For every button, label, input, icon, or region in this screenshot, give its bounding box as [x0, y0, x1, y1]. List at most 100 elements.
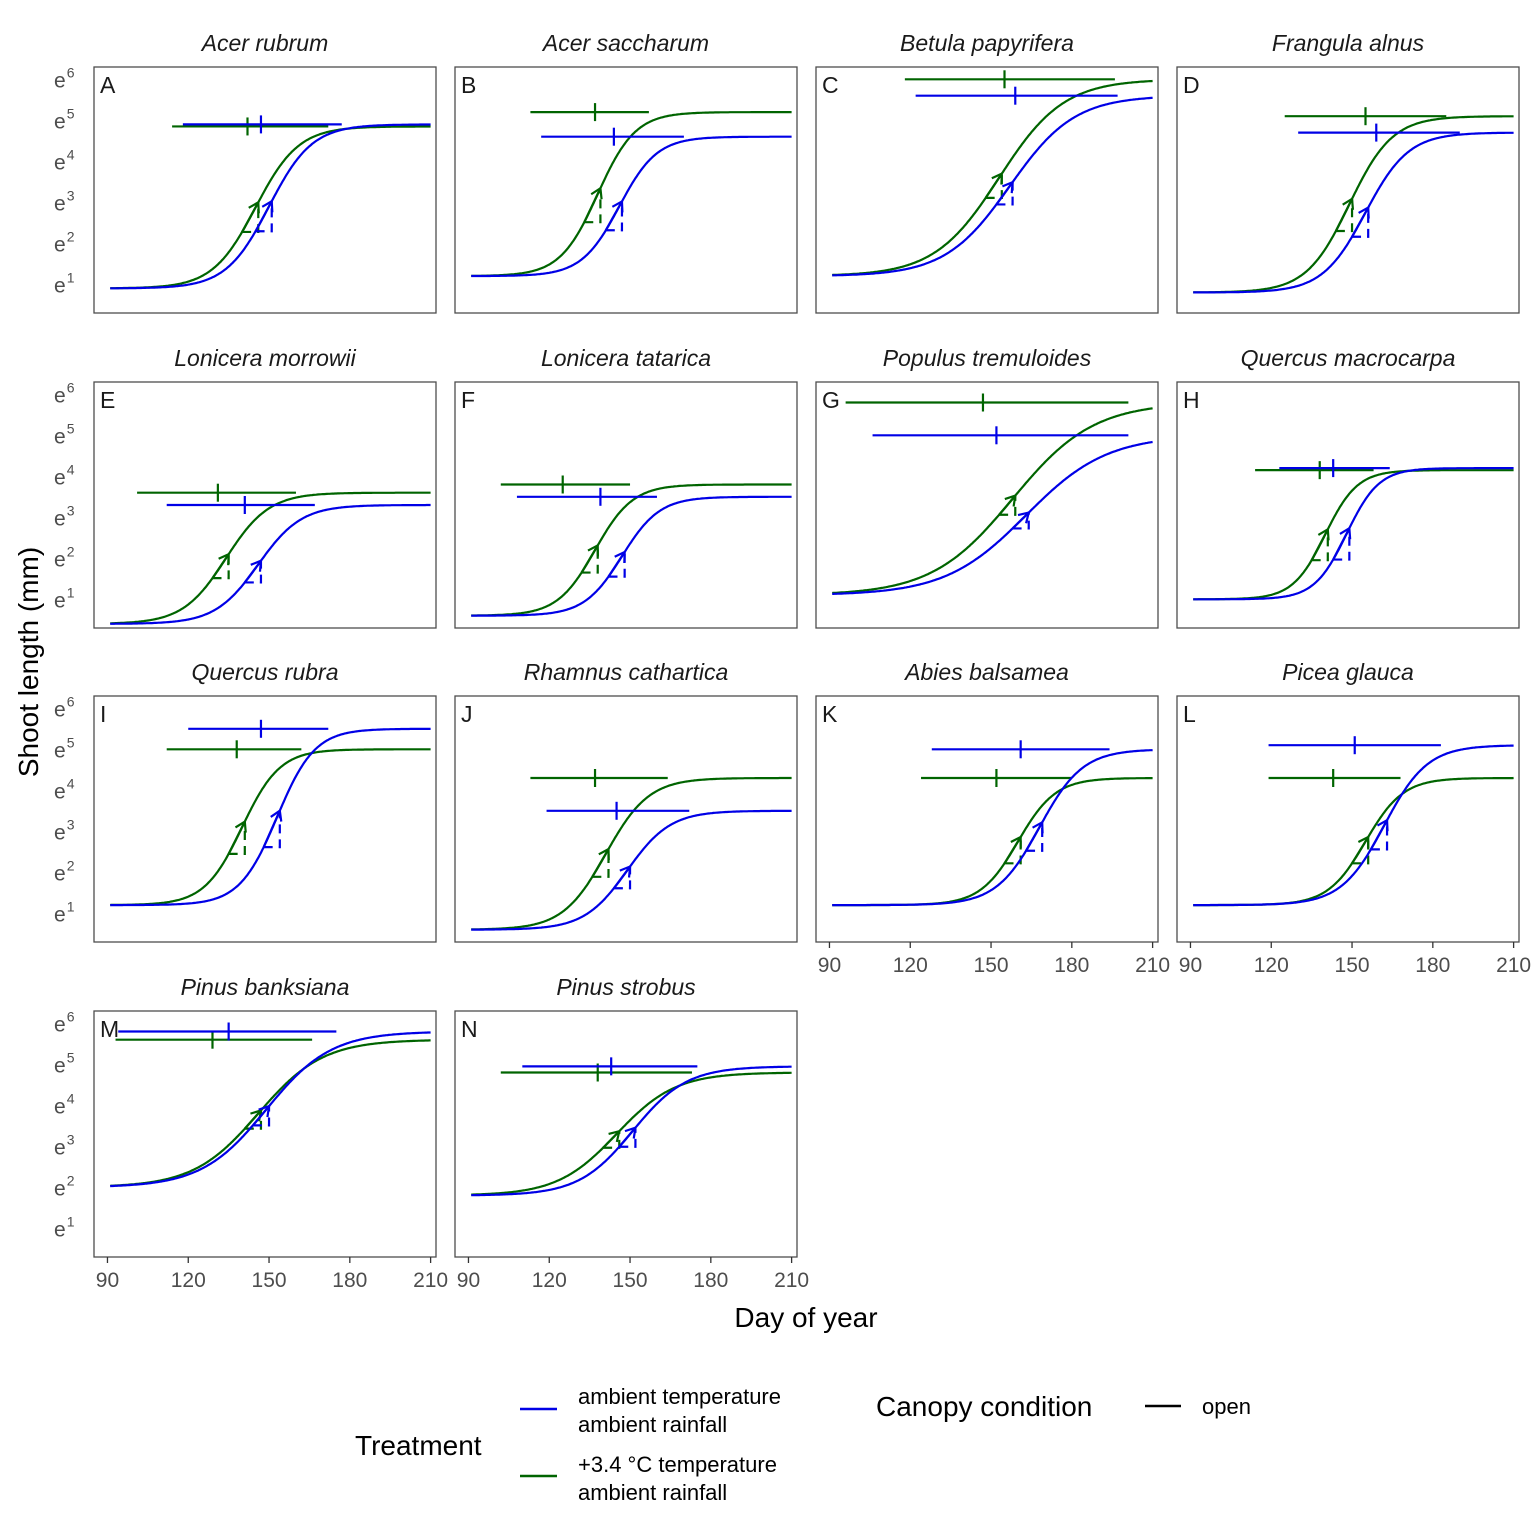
y-tick-label-m-2: e2 — [54, 1172, 75, 1200]
rate-triangle-warmed-b — [584, 188, 602, 224]
panel-letter-c: C — [822, 72, 839, 98]
panel-title-d: Frangula alnus — [1272, 30, 1425, 56]
panel-letter-l: L — [1183, 701, 1196, 727]
y-tick-label-a-4: e4 — [54, 146, 75, 174]
rate-arrow-warmed-d — [1334, 198, 1354, 232]
rate-arrow-warmed-c — [984, 172, 1003, 199]
rate-arrow-warmed-m — [243, 1109, 262, 1130]
rate-arrow-ambient-j — [612, 865, 631, 889]
panel-d: Frangula alnus D — [1176, 30, 1520, 314]
curve-ambient-h — [1193, 467, 1514, 601]
y-tick-label-i-2: e2 — [54, 857, 75, 885]
rate-triangle-warmed-k — [1004, 837, 1022, 865]
y-tick-label-i-6: e6 — [54, 693, 75, 721]
panel-title-i: Quercus rubra — [191, 659, 338, 685]
panel-letter-m: M — [100, 1016, 119, 1042]
panel-frame-k — [815, 695, 1159, 943]
rate-arrow-ambient-k — [1025, 821, 1044, 852]
x-tick-label-m-210: 210 — [413, 1269, 448, 1292]
rate-arrow-warmed-j — [591, 848, 610, 878]
y-tick-label-i-4: e4 — [54, 775, 75, 803]
rate-triangle-warmed-d — [1335, 198, 1354, 233]
panel-c: Betula papyrifera C — [815, 30, 1159, 314]
panel-title-f: Lonicera tatarica — [541, 345, 711, 371]
rate-arrow-ambient-m — [252, 1105, 270, 1127]
panel-k: Abies balsamea K 90 120 150 180 210 — [815, 659, 1170, 977]
y-tick-label-a-3: e3 — [54, 187, 75, 215]
curve-warmed-n — [471, 1071, 792, 1196]
y-tick-label-e-1: e1 — [54, 584, 75, 612]
x-tick-label-m-150: 150 — [252, 1269, 287, 1292]
y-tick-label-a-5: e5 — [54, 105, 75, 133]
rate-arrow-warmed-h — [1310, 528, 1329, 561]
legend-label-ambient-line2: ambient rainfall — [578, 1412, 727, 1437]
x-tick-label-l-120: 120 — [1254, 954, 1289, 977]
rate-triangle-ambient-n — [619, 1127, 637, 1148]
panel-f: Lonicera tatarica F — [454, 345, 798, 629]
rate-triangle-ambient-l — [1370, 820, 1389, 851]
curve-ambient-k — [832, 749, 1153, 907]
rate-arrow-ambient-c — [995, 181, 1014, 206]
panel-n: Pinus strobus N 90 120 150 180 210 — [454, 974, 809, 1292]
rate-arrow-warmed-i — [227, 821, 246, 855]
panel-frame-h — [1176, 381, 1520, 629]
curve-ambient-e — [110, 503, 431, 625]
y-tick-label-i-1: e1 — [54, 898, 75, 926]
rate-triangle-ambient-f — [608, 552, 626, 578]
rate-arrow-ambient-n — [618, 1126, 637, 1148]
rate-arrow-ambient-i — [262, 810, 281, 848]
rate-arrow-warmed-f — [580, 544, 599, 574]
rate-triangle-ambient-j — [613, 866, 632, 890]
x-tick-label-k-210: 210 — [1135, 954, 1170, 977]
panel-letter-e: E — [100, 387, 115, 413]
curve-warmed-g — [832, 407, 1153, 595]
x-tick-label-k-180: 180 — [1054, 954, 1089, 977]
panel-b: Acer saccharum B — [454, 30, 798, 314]
panel-letter-n: N — [461, 1016, 478, 1042]
rate-arrow-warmed-g — [998, 494, 1017, 516]
y-tick-label-e-6: e6 — [54, 379, 75, 407]
legend: Treatment ambient temperature ambient ra… — [355, 1384, 1251, 1505]
panel-frame-i — [93, 695, 437, 943]
panel-title-g: Populus tremuloides — [883, 345, 1092, 371]
panel-title-e: Lonicera morrowii — [174, 345, 356, 371]
legend-label-warmed-line2: ambient rainfall — [578, 1480, 727, 1505]
curve-warmed-f — [471, 483, 792, 617]
x-tick-label-n-180: 180 — [693, 1269, 728, 1292]
curve-ambient-j — [471, 809, 792, 931]
y-tick-label-e-5: e5 — [54, 420, 75, 448]
panel-m: Pinus banksiana Me1 e2 e3 e4 e5 e6 90 120 150 180 2… — [54, 974, 448, 1292]
panel-letter-h: H — [1183, 387, 1200, 413]
panel-j: Rhamnus cathartica J — [454, 659, 798, 943]
rate-arrow-ambient-f — [607, 551, 626, 578]
rate-triangle-warmed-j — [592, 849, 610, 878]
panel-l: Picea glauca L 90 120 150 180 210 — [1176, 659, 1531, 977]
y-tick-label-m-5: e5 — [54, 1049, 75, 1077]
x-tick-label-n-150: 150 — [613, 1269, 648, 1292]
rate-triangle-warmed-e — [212, 554, 230, 580]
rate-arrow-warmed-b — [583, 187, 602, 223]
y-tick-label-m-1: e1 — [54, 1213, 75, 1241]
x-tick-label-m-120: 120 — [171, 1269, 206, 1292]
rate-triangle-ambient-h — [1333, 528, 1351, 561]
panel-frame-m — [93, 1010, 437, 1258]
y-tick-label-m-4: e4 — [54, 1090, 75, 1118]
rate-arrow-ambient-h — [1332, 527, 1351, 561]
curve-ambient-l — [1193, 744, 1514, 907]
panel-letter-f: F — [461, 387, 475, 413]
rate-triangle-warmed-h — [1311, 529, 1329, 562]
rate-arrow-ambient-e — [243, 560, 262, 584]
panel-letter-k: K — [822, 701, 838, 727]
x-tick-label-k-150: 150 — [974, 954, 1009, 977]
y-axis-title: Shoot length (mm) — [13, 547, 44, 777]
x-tick-label-l-90: 90 — [1179, 954, 1202, 977]
legend-treatment-title: Treatment — [355, 1430, 482, 1461]
curve-warmed-e — [110, 491, 431, 625]
x-tick-label-n-120: 120 — [532, 1269, 567, 1292]
y-tick-label-a-2: e2 — [54, 228, 75, 256]
panel-letter-i: I — [100, 701, 106, 727]
panel-letter-g: G — [822, 387, 840, 413]
rate-triangle-warmed-g — [999, 495, 1017, 516]
panel-h: Quercus macrocarpa H — [1176, 345, 1520, 629]
rate-arrow-ambient-g — [1011, 511, 1030, 530]
